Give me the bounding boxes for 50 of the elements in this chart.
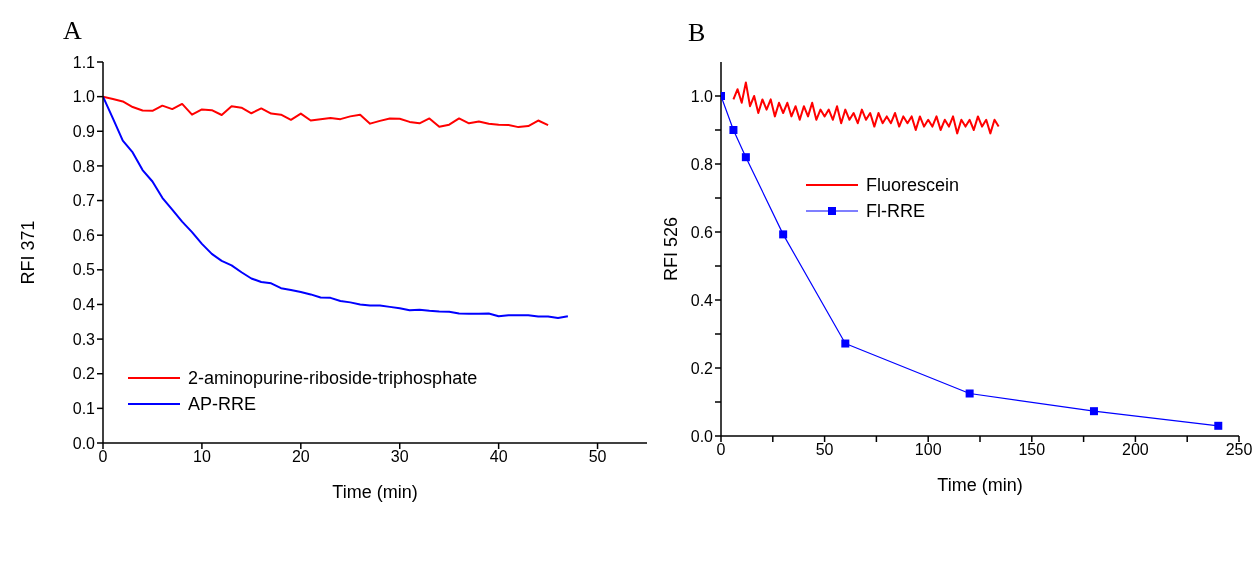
chart-title: A: [63, 16, 82, 46]
point: [1089, 407, 1098, 416]
legend-label: 2-aminopurine-riboside-triphosphate: [188, 367, 478, 389]
x-tick-label: 200: [1122, 441, 1149, 459]
legend-label: Fluorescein: [866, 174, 960, 196]
y-tick-label: 0.8: [690, 155, 714, 173]
y-tick-label: 0.6: [690, 223, 714, 241]
point: [741, 153, 750, 162]
y-tick-label: 0.9: [72, 122, 96, 140]
x-tick-label: 0: [98, 448, 108, 466]
y-tick-label: 1.0: [690, 87, 714, 105]
y-tick-label: 0.7: [72, 192, 96, 210]
x-tick-label: 30: [390, 448, 409, 466]
x-tick-label: 20: [291, 448, 310, 466]
x-tick-label: 50: [588, 448, 607, 466]
y-tick-label: 1.0: [72, 88, 96, 106]
y-tick-label: 0.5: [72, 261, 96, 279]
y-tick-label: 0.8: [72, 157, 96, 175]
y-axis-title: RFI 371: [18, 220, 39, 285]
y-axis-title: RFI 526: [661, 216, 682, 282]
y-tick-label: 0.3: [72, 330, 96, 348]
y-tick-label: 0.0: [72, 434, 96, 452]
point: [841, 339, 850, 348]
line-series: [103, 95, 550, 129]
y-tick-label: 0.2: [72, 365, 96, 383]
x-tick-label: 40: [489, 448, 508, 466]
x-tick-label: 10: [193, 448, 211, 466]
x-tick-label: 150: [1018, 441, 1046, 459]
line-series: [732, 81, 1000, 135]
point: [965, 389, 974, 398]
y-tick-label: 0.0: [690, 427, 714, 445]
chart-title: B: [688, 18, 706, 48]
point: [779, 230, 788, 239]
x-tick-label: 0: [716, 441, 726, 459]
point: [729, 126, 738, 134]
x-tick-label: 250: [1225, 441, 1253, 459]
x-axis-title: Time (min): [332, 482, 418, 502]
point: [1214, 421, 1223, 430]
legend-label: Fl-RRE: [866, 200, 925, 222]
y-tick-label: 0.4: [690, 291, 714, 309]
y-tick-label: 0.1: [72, 400, 96, 418]
legend-label: AP-RRE: [188, 393, 257, 415]
x-tick-label: 50: [815, 441, 834, 459]
x-axis-title: Time (min): [937, 475, 1023, 495]
line-series: [103, 95, 569, 319]
y-tick-label: 0.2: [690, 359, 714, 377]
x-tick-label: 100: [914, 441, 942, 459]
y-tick-label: 1.1: [72, 53, 96, 71]
y-tick-label: 0.4: [72, 296, 96, 314]
y-tick-label: 0.6: [72, 226, 96, 244]
